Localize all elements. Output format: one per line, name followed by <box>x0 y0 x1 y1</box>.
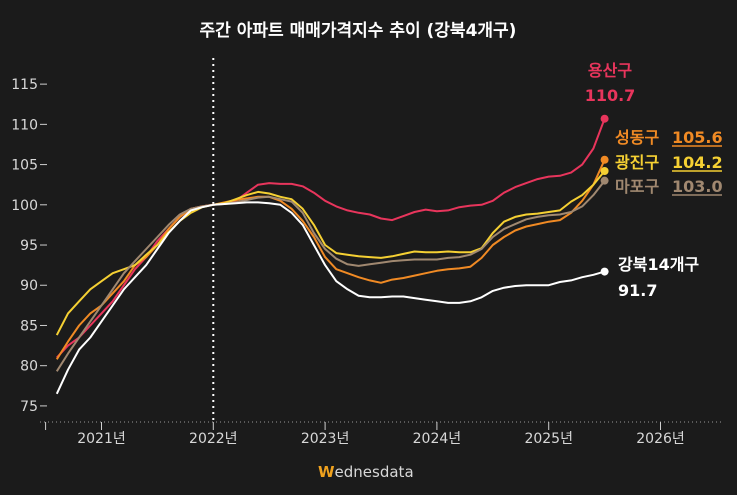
series-end-dot <box>600 267 609 276</box>
series-value-label: 105.6 <box>672 128 723 147</box>
x-tick-label: 2023년 <box>301 431 350 447</box>
series-value-label: 91.7 <box>618 281 657 300</box>
series-lines <box>55 114 609 395</box>
series-name-label: 강북14개구 <box>618 255 699 274</box>
x-tick-label: 2026년 <box>636 431 685 447</box>
x-tick-label: 2022년 <box>189 431 238 447</box>
series-value-label: 110.7 <box>585 86 636 105</box>
brand-rest: ednesdata <box>335 463 414 481</box>
series-name-label: 용산구 <box>588 61 632 80</box>
series-name-label: 마포구 <box>615 177 659 196</box>
y-tick-label: 85 <box>20 318 38 334</box>
y-tick-label: 100 <box>11 198 38 214</box>
x-tick-label: 2025년 <box>524 431 573 447</box>
series-end-dot <box>600 114 609 123</box>
series-line-3 <box>55 170 606 336</box>
axes: 75 80 85 90 95 100 105 110 115 2021년 2022년 2023년 202… <box>11 58 722 447</box>
y-tick-label: 110 <box>11 117 38 133</box>
series-name-label: 성동구 <box>615 128 659 147</box>
series-line-2 <box>55 159 606 360</box>
series-end-dot <box>600 155 609 164</box>
series-value-label: 104.2 <box>672 153 723 172</box>
brand-logo: Wednesdata <box>318 463 414 481</box>
x-tick-label: 2024년 <box>413 431 462 447</box>
y-tick-label: 90 <box>20 278 38 294</box>
series-line-4 <box>55 180 606 372</box>
series-end-dot <box>600 176 609 185</box>
y-tick-label: 105 <box>11 158 38 174</box>
chart-title: 주간 아파트 매매가격지수 추이 (강북4개구) <box>200 21 517 41</box>
brand-accent: W <box>318 463 335 481</box>
series-value-label: 103.0 <box>672 177 723 196</box>
series-name-label: 광진구 <box>615 153 659 172</box>
y-tick-label: 75 <box>20 399 38 415</box>
y-tick-label: 115 <box>11 77 38 93</box>
series-line-1 <box>56 118 606 359</box>
y-tick-label: 95 <box>20 238 38 254</box>
series-end-dot <box>600 167 609 176</box>
y-tick-label: 80 <box>20 359 38 375</box>
x-tick-label: 2021년 <box>77 431 126 447</box>
series-line-5 <box>55 201 605 395</box>
series-labels: 용산구 110.7 성동구 105.6 광진구 104.2 마포구 103.0 강북14개구 91… <box>585 61 723 300</box>
